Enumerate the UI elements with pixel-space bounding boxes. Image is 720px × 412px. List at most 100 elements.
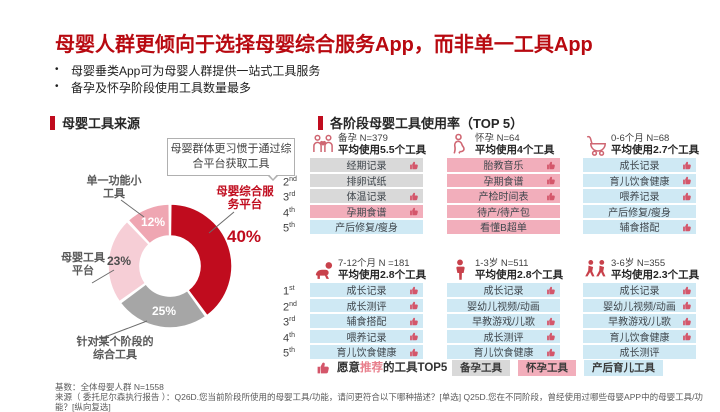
stage-heading: 7-12个月 N =181 平均使用2.8个工具 <box>338 258 426 281</box>
stage-name: 1-3岁 N=511 <box>475 258 529 269</box>
tool-row: 经期记录 <box>310 158 423 172</box>
tool-row: 育儿饮食健康 <box>583 173 696 188</box>
tool-label: 孕期食谱 <box>483 176 524 188</box>
rank-label: 4th <box>283 331 295 345</box>
stage-heading: 3-6岁 N=355 平均使用2.3个工具 <box>611 258 699 281</box>
thumbs-up-icon <box>682 160 693 171</box>
tool-label: 育儿饮食健康 <box>609 332 670 344</box>
thumbs-up-icon <box>682 285 693 296</box>
tool-row: 孕期食谱 <box>310 204 423 219</box>
rank-label: 2nd <box>283 300 297 314</box>
donut-label-tool-platform: 母婴工具平台 <box>61 252 105 277</box>
tool-row: 体温记录 <box>310 189 423 203</box>
stage-card: 1-3岁 N=511 平均使用2.8个工具成长记录 婴幼儿视频/动画 早教游戏/儿歌成… <box>447 258 563 361</box>
rank-label: 4th <box>283 206 295 220</box>
tool-label: 成长测评 <box>619 348 660 360</box>
legend-chip-pregnancy: 怀孕工具 <box>518 360 576 376</box>
crawling-baby-icon <box>310 258 338 281</box>
stage-name: 0-6个月 N=68 <box>611 133 670 144</box>
tool-label: 早教游戏/儿歌 <box>472 317 535 329</box>
donut-label-integrated-platform: 母婴综合服务平台 <box>216 186 274 211</box>
tool-label: 产检时间表 <box>478 192 529 204</box>
thumbs-up-icon <box>409 160 420 171</box>
stage-name: 3-6岁 N=355 <box>611 258 666 269</box>
thumbs-up-icon <box>409 191 420 202</box>
rank-label: 2nd <box>283 175 297 189</box>
donut-label-stage-tool: 针对某个阶段的综合工具 <box>76 336 154 361</box>
tool-label: 体温记录 <box>346 192 387 204</box>
tool-row: 产后修复/瘦身 <box>310 220 423 234</box>
tool-row: 成长记录 <box>583 158 696 172</box>
donut-value-single-tool: 12% <box>140 215 166 229</box>
thumbs-up-icon <box>546 316 557 327</box>
donut-value-tool-platform: 23% <box>106 254 132 268</box>
legend-title: 愿意推荐的工具TOP5 <box>337 360 447 376</box>
tool-row: 产后修复/瘦身 <box>583 204 696 219</box>
bullet-item: • 备孕及怀孕阶段使用工具数量最多 <box>55 79 655 96</box>
tool-label: 待产/待产包 <box>477 207 530 219</box>
stage-avg-tools: 平均使用2.8个工具 <box>475 269 564 281</box>
stage-header: 0-6个月 N=68 平均使用2.7个工具 <box>583 133 699 156</box>
footer-base: 基数：全体母婴人群 N=1558 <box>55 382 164 392</box>
tool-label: 产后修复/瘦身 <box>608 207 671 219</box>
tool-label: 经期记录 <box>346 161 387 173</box>
bullet-dot: • <box>55 81 59 92</box>
stage-card: 备孕 N=379 平均使用5.5个工具 经期记录 排卵试纸 体温记录 孕期食谱 产后修复/瘦… <box>310 133 427 236</box>
tool-row: 成长测评 <box>583 345 696 359</box>
thumbs-up-icon <box>682 222 693 233</box>
thumbs-up-icon <box>682 300 693 311</box>
stage-card: 怀孕 N=64 平均使用4个工具胎教音乐孕期食谱产检时间表待产/待产包 看懂B超单 <box>447 133 560 236</box>
stage-avg-tools: 平均使用5.5个工具 <box>338 144 427 156</box>
tool-label: 育儿饮食健康 <box>609 176 670 188</box>
thumbs-up-icon <box>409 331 420 342</box>
donut-value-stage-tool: 25% <box>151 304 177 318</box>
tool-row: 成长记录 <box>310 283 423 297</box>
stage-header: 1-3岁 N=511 平均使用2.8个工具 <box>447 258 563 281</box>
rank-label: 5th <box>283 222 295 235</box>
tool-row: 婴幼儿视频/动画 <box>583 298 696 313</box>
tool-label: 产后修复/瘦身 <box>335 223 398 235</box>
tool-label: 成长测评 <box>483 332 524 344</box>
tool-row: 成长测评 <box>447 329 560 344</box>
bullet-text: 母婴垂类App可为母婴人群提供一站式工具服务 <box>71 64 321 78</box>
thumbs-up-icon <box>682 175 693 186</box>
tool-label: 育儿饮食健康 <box>336 348 397 360</box>
thumbs-up-icon <box>682 331 693 342</box>
stage-avg-tools: 平均使用2.3个工具 <box>611 269 700 281</box>
tool-label: 早教游戏/儿歌 <box>608 317 671 329</box>
legend-text: 愿意 <box>337 362 360 374</box>
thumbs-up-icon <box>546 285 557 296</box>
tool-label: 成长记录 <box>619 286 660 298</box>
tool-label: 辅食搭配 <box>619 223 660 235</box>
stage-name: 备孕 N=379 <box>338 133 388 144</box>
tool-label: 胎教音乐 <box>483 161 524 173</box>
tool-row: 婴幼儿视频/动画 <box>447 298 560 313</box>
tool-row: 产检时间表 <box>447 189 560 203</box>
legend-chip-postnatal: 产后育儿工具 <box>584 360 663 376</box>
tool-row: 喂养记录 <box>583 189 696 203</box>
tool-label: 成长测评 <box>346 301 387 313</box>
stage-header: 备孕 N=379 平均使用5.5个工具 <box>310 133 427 156</box>
thumbs-up-icon <box>546 331 557 342</box>
stage-heading: 0-6个月 N=68 平均使用2.7个工具 <box>611 133 699 156</box>
thumbs-up-icon <box>409 206 420 217</box>
stage-avg-tools: 平均使用2.8个工具 <box>338 269 427 281</box>
thumbs-up-icon <box>546 191 557 202</box>
tool-row: 育儿饮食健康 <box>310 345 423 359</box>
tool-row: 早教游戏/儿歌 <box>583 314 696 328</box>
thumbs-up-icon <box>546 160 557 171</box>
stage-avg-tools: 平均使用2.7个工具 <box>611 144 700 156</box>
donut-value-integrated-platform: 40% <box>226 227 262 246</box>
tool-row: 胎教音乐 <box>447 158 560 172</box>
tool-label: 喂养记录 <box>346 332 387 344</box>
stage-heading: 1-3岁 N=511 平均使用2.8个工具 <box>475 258 563 281</box>
pregnant-woman-icon <box>447 133 475 156</box>
thumbs-up-icon <box>409 300 420 311</box>
toddler-icon <box>447 258 475 281</box>
tool-label: 看懂B超单 <box>480 223 527 235</box>
tool-label: 成长记录 <box>483 286 524 298</box>
tool-row: 辅食搭配 <box>310 314 423 328</box>
stage-heading: 怀孕 N=64 平均使用4个工具 <box>475 133 554 156</box>
tool-row: 待产/待产包 <box>447 204 560 219</box>
bullet-item: • 母婴垂类App可为母婴人群提供一站式工具服务 <box>55 62 655 79</box>
